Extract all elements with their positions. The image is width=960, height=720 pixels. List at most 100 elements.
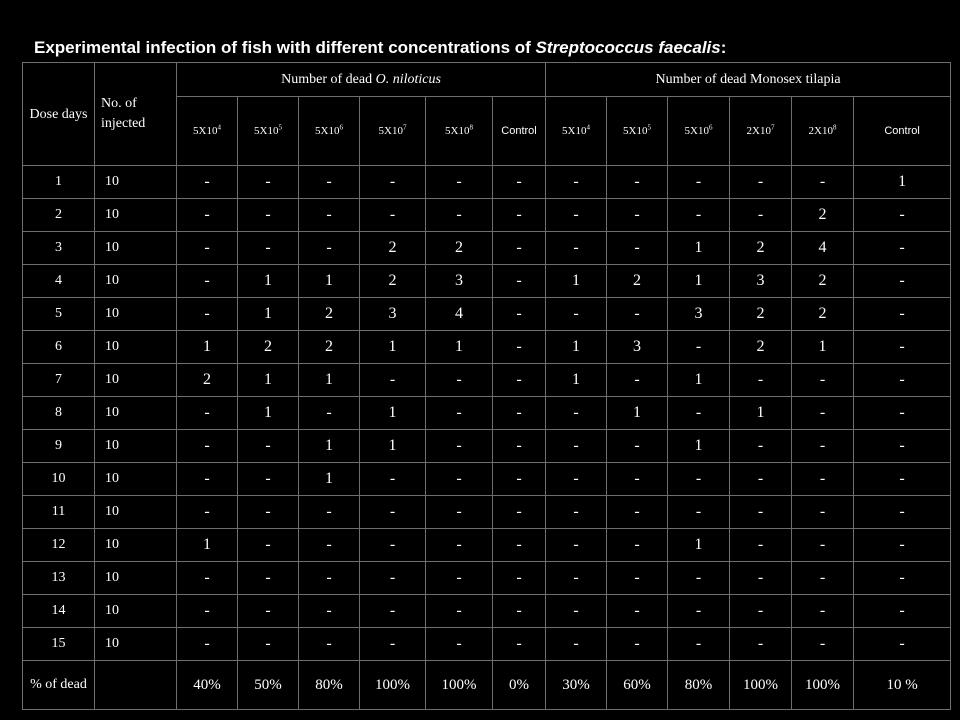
dose-day-cell: 15 — [22, 627, 95, 661]
dead-count-cell: - — [853, 198, 952, 232]
table-row: 3 10- - -2 2- - -1 2 4- — [22, 231, 952, 265]
dead-count-cell: 3 — [606, 330, 669, 364]
dose-day-cell: 2 — [22, 198, 95, 232]
table-row: 10 10- -1- - - - - - - - - — [22, 462, 952, 496]
dose-day-cell: 7 — [22, 363, 95, 397]
injected-cell: 10 — [94, 429, 177, 463]
dead-count-cell: 1 — [667, 231, 731, 265]
dead-count-cell: - — [298, 561, 360, 595]
concentration-header-row: 5X104 5X105 5X106 5X107 5X108 Control 5X104 5X1… — [23, 96, 952, 166]
concentration-header: 5X105 — [606, 96, 669, 166]
dead-count-cell: - — [359, 462, 426, 496]
dead-count-cell: - — [176, 198, 238, 232]
dead-count-cell: - — [667, 165, 731, 199]
injected-cell: 10 — [94, 363, 177, 397]
dead-count-cell: - — [729, 363, 793, 397]
dead-count-cell: - — [237, 594, 299, 628]
dead-count-cell: 3 — [729, 264, 793, 298]
dead-count-cell: - — [545, 561, 608, 595]
concentration-header: Control — [491, 96, 547, 166]
dead-count-cell: - — [237, 495, 299, 529]
dead-count-cell: 1 — [729, 396, 793, 430]
concentration-header: 5X106 — [298, 96, 360, 166]
dead-count-cell: 2 — [791, 264, 855, 298]
dose-day-cell: 13 — [22, 561, 95, 595]
dead-count-cell: - — [729, 594, 793, 628]
injected-cell: 10 — [94, 594, 177, 628]
dead-count-cell: - — [425, 627, 493, 661]
dead-count-cell: - — [667, 396, 731, 430]
dead-count-cell: - — [176, 594, 238, 628]
table-row: 2 10- - - - - - - - - -2- — [22, 198, 952, 232]
dead-count-cell: - — [791, 429, 855, 463]
dead-count-cell: - — [298, 495, 360, 529]
dose-day-cell: 14 — [22, 594, 95, 628]
niloticus-group-header: Number of dead O. niloticus — [175, 62, 547, 97]
dead-count-cell: 2 — [176, 363, 238, 397]
dead-count-cell: - — [176, 165, 238, 199]
table-row: 7 10 2 1 1- - -1-1- - - — [22, 363, 952, 397]
dead-count-cell: - — [425, 198, 493, 232]
dead-count-cell: - — [545, 495, 608, 529]
dead-count-cell: - — [359, 198, 426, 232]
dead-count-cell: 2 — [791, 198, 855, 232]
concentration-header: 5X108 — [425, 96, 493, 166]
dead-count-cell: - — [425, 429, 493, 463]
dead-count-cell: 1 — [545, 330, 608, 364]
dead-count-cell: - — [729, 462, 793, 496]
dead-count-cell: 2 — [298, 297, 360, 331]
dead-count-cell: - — [545, 429, 608, 463]
dead-count-cell: - — [237, 627, 299, 661]
dead-count-cell: - — [853, 231, 952, 265]
dead-count-cell: 1 — [667, 363, 731, 397]
dead-count-cell: - — [791, 561, 855, 595]
dead-count-cell: - — [667, 495, 731, 529]
dead-count-cell: - — [606, 363, 669, 397]
dose-day-cell: 5 — [22, 297, 95, 331]
dose-day-cell: 12 — [22, 528, 95, 562]
dead-count-cell: - — [359, 561, 426, 595]
table-row: 15 10- - - - - - - - - - - - — [22, 627, 952, 661]
dead-count-cell: - — [491, 198, 547, 232]
dead-count-cell: - — [298, 396, 360, 430]
dead-count-cell: 1 — [667, 429, 731, 463]
dead-count-cell: 1 — [298, 363, 360, 397]
dead-count-cell: - — [237, 198, 299, 232]
injected-cell: 10 — [94, 165, 177, 199]
dead-count-cell: - — [545, 462, 608, 496]
dead-count-cell: - — [491, 594, 547, 628]
dead-count-cell: 3 — [667, 297, 731, 331]
dead-count-cell: 2 — [425, 231, 493, 265]
dead-count-cell: - — [425, 396, 493, 430]
concentration-header: 5X105 — [237, 96, 299, 166]
dead-count-cell: - — [729, 165, 793, 199]
dead-count-cell: 2 — [359, 264, 426, 298]
dead-count-cell: - — [791, 462, 855, 496]
dead-count-cell: - — [359, 363, 426, 397]
dead-count-cell: - — [176, 627, 238, 661]
dead-count-cell: - — [853, 627, 952, 661]
dead-count-cell: - — [298, 594, 360, 628]
dead-count-cell: - — [729, 627, 793, 661]
dead-count-cell: - — [791, 627, 855, 661]
dead-count-cell: - — [729, 198, 793, 232]
dead-count-cell: - — [853, 462, 952, 496]
table-row: 13 10- - - - - - - - - - - - — [22, 561, 952, 595]
dead-count-cell: 1 — [237, 264, 299, 298]
dead-count-cell: 1 — [545, 363, 608, 397]
dead-count-cell: - — [298, 231, 360, 265]
table-row: 14 10- - - - - - - - - - - - — [22, 594, 952, 628]
dead-count-cell: - — [791, 495, 855, 529]
dead-count-cell: - — [425, 495, 493, 529]
dead-count-cell: 1 — [176, 528, 238, 562]
percent-dead-cell: 80% — [667, 660, 731, 710]
header-row: Dose days No. of injected Number of dead… — [22, 62, 952, 166]
dead-count-cell: - — [667, 627, 731, 661]
percent-dead-row: % of dead 40% 50% 80% 100% 100% 0% 30% 60% 80% 100… — [22, 660, 952, 710]
concentration-header: 2X108 — [791, 96, 855, 166]
dead-count-cell: 1 — [237, 363, 299, 397]
dead-count-cell: - — [667, 330, 731, 364]
dead-count-cell: - — [491, 627, 547, 661]
dead-count-cell: - — [491, 462, 547, 496]
dead-count-cell: - — [491, 429, 547, 463]
